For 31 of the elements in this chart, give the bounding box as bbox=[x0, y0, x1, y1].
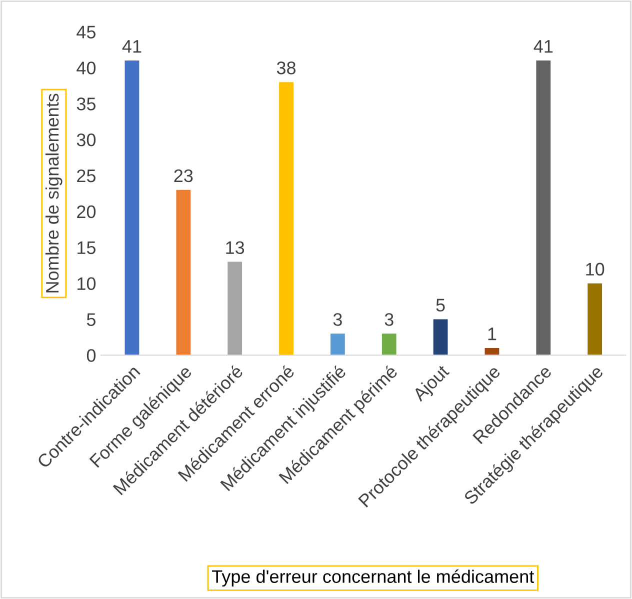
y-tick-label: 10 bbox=[78, 277, 96, 290]
bar bbox=[228, 262, 242, 356]
data-label: 41 bbox=[122, 40, 142, 53]
data-label: 41 bbox=[534, 40, 553, 53]
y-tick-label: 35 bbox=[76, 98, 96, 110]
bar bbox=[382, 334, 396, 356]
data-label: 38 bbox=[276, 62, 296, 74]
y-tick-label: 30 bbox=[76, 134, 96, 146]
y-tick-label: 20 bbox=[77, 205, 96, 218]
y-tick-label: 25 bbox=[77, 169, 96, 182]
data-label: 13 bbox=[226, 241, 244, 254]
data-label: 5 bbox=[436, 298, 445, 312]
data-label: 1 bbox=[488, 328, 496, 340]
data-label: 23 bbox=[174, 169, 193, 182]
bar bbox=[588, 283, 602, 356]
y-tick-label: 40 bbox=[76, 62, 96, 74]
bar bbox=[536, 60, 551, 356]
bar bbox=[330, 334, 345, 356]
y-tick-label: 5 bbox=[86, 313, 96, 326]
y-axis-title: Nombre de signalements bbox=[45, 94, 62, 292]
y-tick-label: 15 bbox=[78, 242, 96, 254]
data-label: 10 bbox=[586, 262, 604, 276]
y-tick-label: 0 bbox=[86, 349, 96, 362]
data-label: 3 bbox=[333, 313, 342, 326]
x-axis-title: Type d'erreur concernant le médicament bbox=[212, 570, 534, 587]
bar bbox=[279, 82, 294, 356]
bar bbox=[124, 60, 140, 356]
data-label: 3 bbox=[384, 313, 394, 326]
y-tick-label: 45 bbox=[76, 26, 96, 38]
bar bbox=[433, 319, 448, 356]
bar bbox=[176, 190, 191, 356]
